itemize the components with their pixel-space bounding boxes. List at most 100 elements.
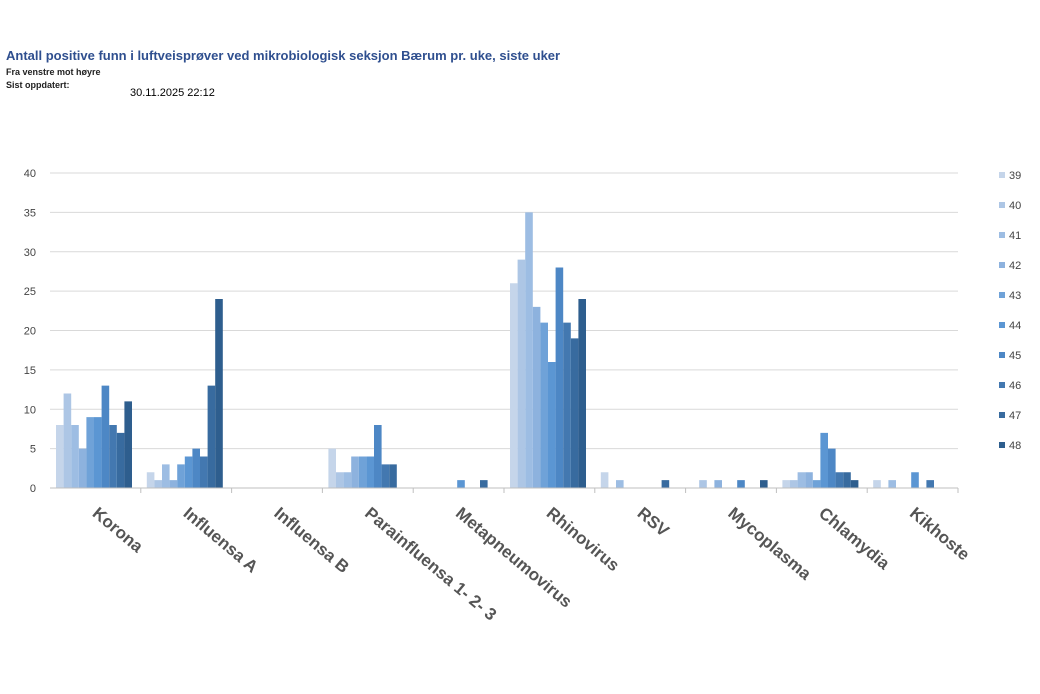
bar [389, 464, 397, 488]
y-tick-label: 40 [24, 168, 36, 180]
bar [207, 385, 216, 488]
bar [457, 480, 465, 488]
y-tick-label: 30 [24, 247, 36, 259]
bar [200, 456, 208, 488]
last-updated-value: 30.11.2025 22:12 [130, 87, 215, 99]
bar [480, 480, 488, 488]
bar [366, 456, 374, 488]
bar [343, 472, 352, 488]
legend-swatch [999, 202, 1005, 208]
y-tick-label: 15 [24, 365, 36, 377]
category-label: Influensa B [270, 504, 352, 577]
legend-swatch [999, 322, 1005, 328]
category-label: Rhinovirus [543, 504, 623, 576]
category-label: Korona [89, 504, 147, 557]
bars [56, 212, 934, 488]
legend-label: 42 [1009, 260, 1021, 272]
bar [215, 299, 223, 488]
bar [828, 448, 836, 488]
bar [548, 362, 556, 488]
y-tick-label: 20 [24, 326, 36, 338]
bar [760, 480, 768, 488]
y-tick-label: 5 [30, 444, 36, 456]
bar [192, 448, 200, 488]
legend-swatch [999, 412, 1005, 418]
y-axis: 0 5 10 15 20 25 30 35 40 [24, 168, 36, 495]
bar [78, 448, 87, 488]
bar [835, 472, 844, 488]
y-tick-label: 35 [24, 207, 36, 219]
bar [555, 267, 564, 488]
bar [381, 464, 390, 488]
legend-label: 43 [1009, 290, 1021, 302]
bar [109, 425, 117, 488]
bar [358, 456, 367, 488]
legend-label: 47 [1009, 410, 1021, 422]
bar [56, 425, 64, 488]
bar [843, 472, 851, 488]
bar [737, 480, 745, 488]
bar [911, 472, 919, 488]
last-updated-label: Sist oppdatert: [6, 80, 70, 90]
bar [86, 417, 94, 488]
bar [850, 480, 859, 488]
bar [812, 480, 821, 488]
legend-label: 44 [1009, 320, 1021, 332]
bar [328, 448, 336, 488]
legend-swatch [999, 292, 1005, 298]
bar [790, 480, 798, 488]
category-label: RSV [634, 504, 673, 541]
y-tick-label: 0 [30, 483, 36, 495]
bar [510, 283, 518, 488]
category-label: Chlamydia [815, 504, 893, 574]
bar [336, 472, 344, 488]
bar [63, 393, 72, 488]
bar [146, 472, 155, 488]
bar [169, 480, 178, 488]
category-label: Kikhoste [906, 504, 973, 565]
legend-swatch [999, 352, 1005, 358]
bar [661, 480, 670, 488]
bar [578, 299, 586, 488]
category-label: Influensa A [180, 504, 262, 577]
chart-subtitle: Fra venstre mot høyre [6, 67, 101, 77]
bar [782, 480, 790, 488]
bar [154, 480, 162, 488]
bar [714, 480, 722, 488]
bar [94, 417, 102, 488]
legend: 39 40 41 42 43 44 45 46 47 48 [999, 170, 1021, 452]
bar [873, 480, 881, 488]
gridlines [50, 172, 958, 450]
legend-label: 45 [1009, 350, 1021, 362]
y-tick-label: 25 [24, 286, 36, 298]
legend-swatch [999, 442, 1005, 448]
bar [374, 425, 382, 488]
bar [101, 385, 110, 488]
legend-swatch [999, 232, 1005, 238]
bar [805, 472, 813, 488]
legend-label: 40 [1009, 200, 1021, 212]
bar [540, 322, 548, 488]
y-tick-label: 10 [24, 404, 36, 416]
legend-label: 41 [1009, 230, 1021, 242]
bar [532, 306, 541, 488]
legend-label: 48 [1009, 440, 1021, 452]
bar [517, 259, 526, 488]
bar [600, 472, 609, 488]
bar [71, 425, 79, 488]
bar [699, 480, 707, 488]
legend-swatch [999, 262, 1005, 268]
bar [820, 432, 828, 488]
bar [124, 401, 132, 488]
x-axis: Korona Influensa A Influensa B Parainfluens… [50, 487, 973, 624]
bar [616, 480, 624, 488]
legend-swatch [999, 382, 1005, 388]
bar [184, 456, 193, 488]
bar [570, 338, 579, 488]
legend-swatch [999, 172, 1005, 178]
chart-title: Antall positive funn i luftveisprøver ve… [6, 48, 561, 63]
legend-label: 39 [1009, 170, 1021, 182]
bar [351, 456, 359, 488]
bar [162, 464, 170, 488]
